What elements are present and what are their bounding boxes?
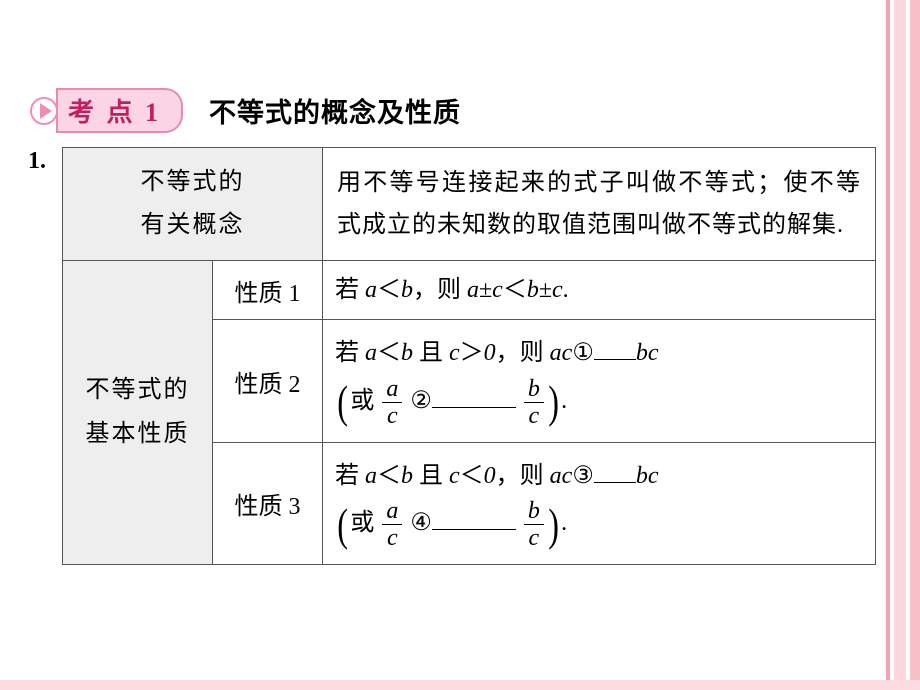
text: .	[563, 277, 569, 303]
list-number: 1.	[28, 148, 46, 175]
fraction: bc	[524, 499, 544, 550]
topic-badge: 考 点 1	[56, 88, 183, 133]
property-label: 性质 2	[213, 320, 323, 442]
fill-blank[interactable]	[594, 459, 636, 483]
blank-marker: ①	[572, 334, 594, 372]
table-row: 不等式的有关概念 用不等号连接起来的式子叫做不等式；使不等式成立的未知数的取值范…	[63, 148, 876, 261]
right-stripe-decor	[886, 0, 920, 690]
fraction: bc	[524, 377, 544, 428]
header-text: 不等式的有关概念	[141, 169, 245, 238]
play-icon	[30, 97, 58, 125]
definition-cell: 用不等号连接起来的式子叫做不等式；使不等式成立的未知数的取值范围叫做不等式的解集…	[323, 148, 876, 261]
text: 若	[335, 340, 365, 366]
text: ，则	[413, 277, 467, 303]
text: ，则	[496, 340, 550, 366]
bottom-stripe-decor	[0, 680, 920, 690]
text: 若	[335, 277, 365, 303]
section-header: 考 点 1 不等式的概念及性质	[30, 88, 880, 133]
fraction: ac	[382, 377, 402, 428]
property-3-content: 若 a＜b 且 c＜0，则 ac③bc (或 ac ④ bc).	[323, 442, 876, 564]
fill-blank[interactable]	[432, 384, 516, 408]
header-text: 不等式的基本性质	[86, 377, 190, 446]
main-content: 考 点 1 不等式的概念及性质 1. 不等式的有关概念 用不等号连接起来的式子叫…	[30, 88, 880, 565]
fill-blank[interactable]	[432, 506, 516, 530]
row-header-concepts: 不等式的有关概念	[63, 148, 323, 261]
blank-marker: ②	[410, 382, 432, 420]
text: 或	[350, 388, 374, 414]
text: 或	[350, 510, 374, 536]
text: 若	[335, 463, 365, 489]
row-header-properties: 不等式的基本性质	[63, 261, 213, 565]
math-lhs: ac	[550, 340, 573, 366]
property-2-content: 若 a＜b 且 c＞0，则 ac①bc (或 ac ② bc).	[323, 320, 876, 442]
property-label: 性质 3	[213, 442, 323, 564]
property-label: 性质 1	[213, 261, 323, 320]
blank-marker: ③	[572, 457, 594, 495]
math-rhs: bc	[636, 463, 659, 489]
fraction: ac	[382, 499, 402, 550]
math-lhs: ac	[550, 463, 573, 489]
fill-blank[interactable]	[594, 336, 636, 360]
math-rhs: bc	[636, 340, 659, 366]
properties-table: 不等式的有关概念 用不等号连接起来的式子叫做不等式；使不等式成立的未知数的取值范…	[62, 147, 876, 565]
property-1-content: 若 a＜b，则 a±c＜b±c.	[323, 261, 876, 320]
table-row: 不等式的基本性质 性质 1 若 a＜b，则 a±c＜b±c.	[63, 261, 876, 320]
blank-marker: ④	[410, 504, 432, 542]
text: ，则	[496, 463, 550, 489]
section-title: 不等式的概念及性质	[209, 91, 461, 130]
